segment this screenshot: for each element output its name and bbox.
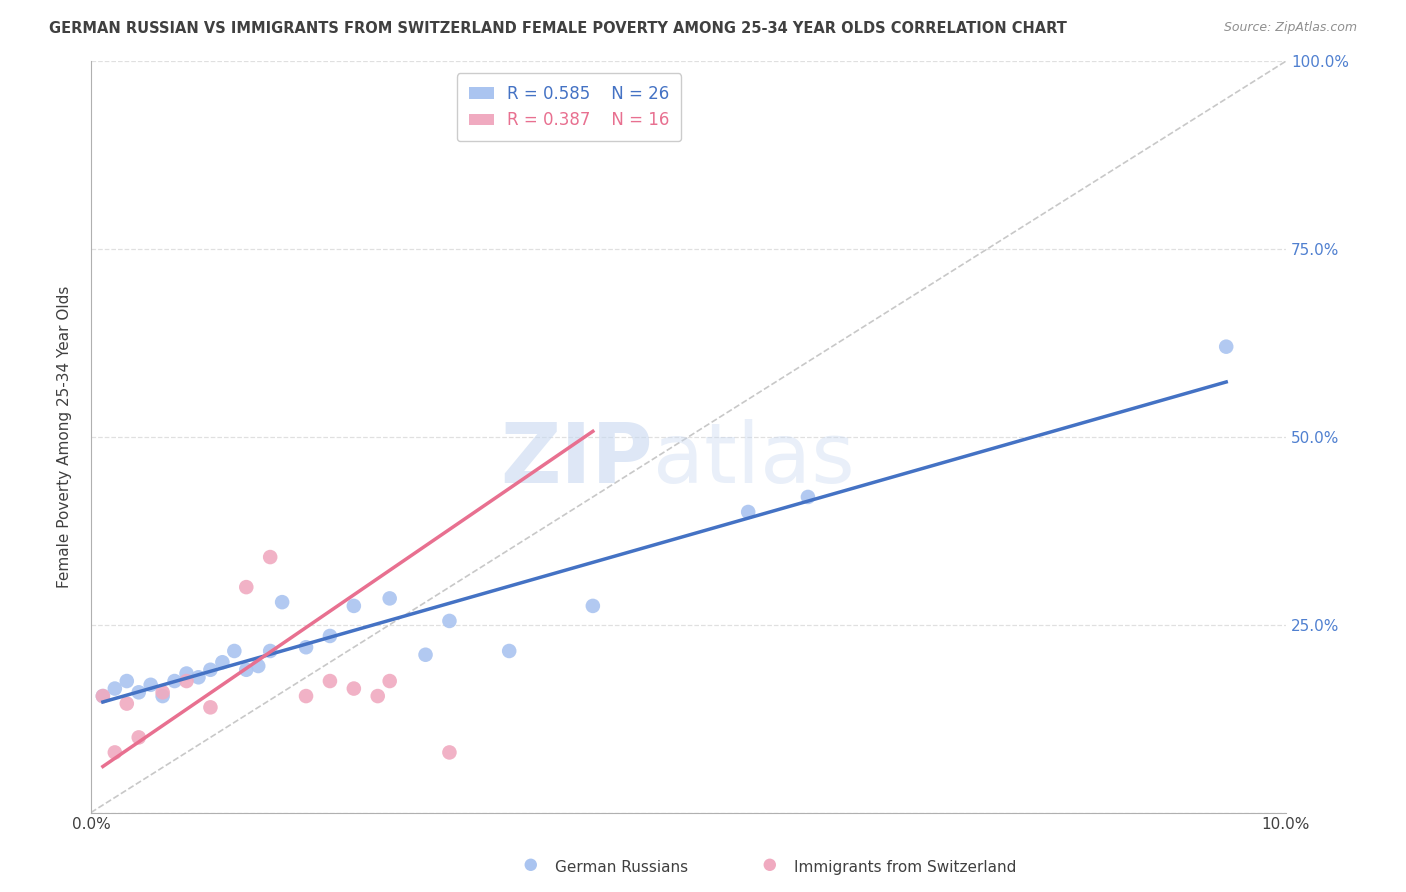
Point [259,550,281,565]
Point [152,689,174,703]
Point [582,599,605,613]
Text: Source: ZipAtlas.com: Source: ZipAtlas.com [1223,21,1357,34]
Point [498,644,520,658]
Point [378,674,401,689]
Point [139,678,162,692]
Point [271,595,294,609]
Point [211,655,233,669]
Point [200,700,222,714]
Point [1215,340,1237,354]
Point [319,629,342,643]
Point [128,731,150,745]
Point [115,697,138,711]
Point [582,92,605,106]
Point [737,505,759,519]
Point [91,689,114,703]
Point [224,644,246,658]
Point [91,689,114,703]
Point [235,580,257,594]
Point [200,663,222,677]
Text: Immigrants from Switzerland: Immigrants from Switzerland [794,860,1017,874]
Point [319,674,342,689]
Point [295,640,318,655]
Point [104,681,127,696]
Point [187,670,209,684]
Point [520,858,543,872]
Point [367,689,389,703]
Point [115,674,138,689]
Point [343,599,366,613]
Point [259,644,281,658]
Text: German Russians: German Russians [555,860,689,874]
Point [152,685,174,699]
Point [163,674,186,689]
Point [104,746,127,760]
Point [759,858,782,872]
Point [439,614,461,628]
Text: ZIP: ZIP [501,419,652,500]
Legend: R = 0.585    N = 26, R = 0.387    N = 16: R = 0.585 N = 26, R = 0.387 N = 16 [457,73,681,141]
Point [176,674,198,689]
Point [247,659,270,673]
Point [797,490,820,504]
Point [378,591,401,606]
Point [415,648,437,662]
Point [176,666,198,681]
Point [439,746,461,760]
Y-axis label: Female Poverty Among 25-34 Year Olds: Female Poverty Among 25-34 Year Olds [58,285,72,588]
Text: atlas: atlas [652,419,855,500]
Point [235,663,257,677]
Point [343,681,366,696]
Point [295,689,318,703]
Text: GERMAN RUSSIAN VS IMMIGRANTS FROM SWITZERLAND FEMALE POVERTY AMONG 25-34 YEAR OL: GERMAN RUSSIAN VS IMMIGRANTS FROM SWITZE… [49,21,1067,36]
Point [128,685,150,699]
